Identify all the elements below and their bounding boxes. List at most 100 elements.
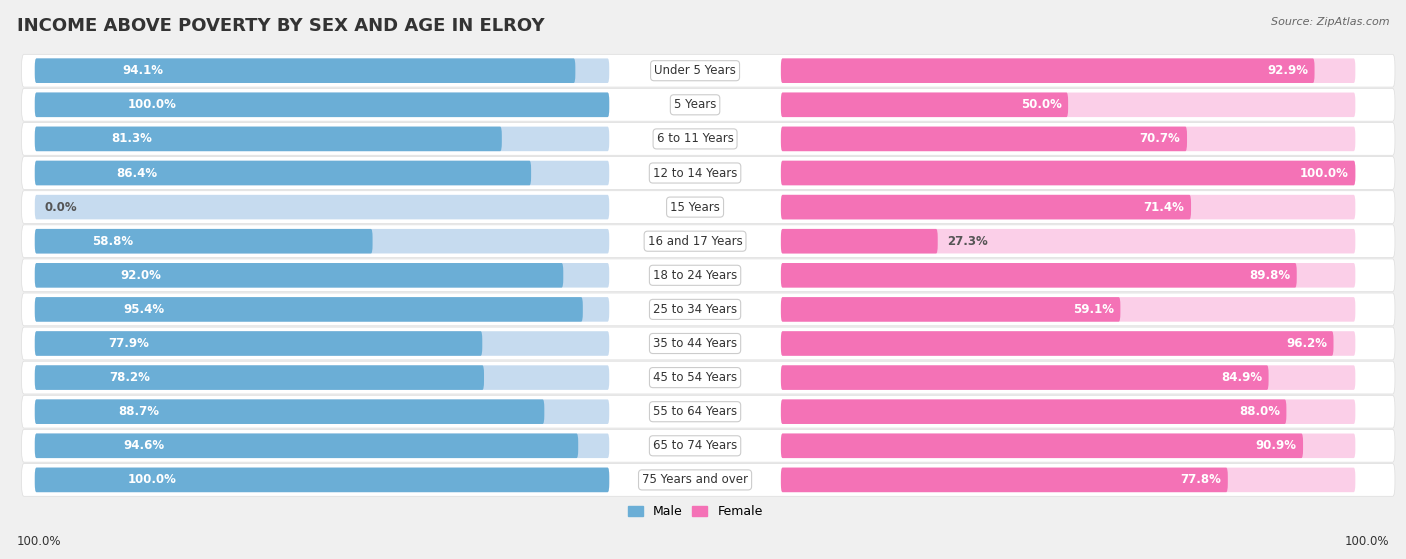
- FancyBboxPatch shape: [35, 297, 583, 321]
- FancyBboxPatch shape: [21, 259, 1395, 292]
- Text: 70.7%: 70.7%: [1140, 132, 1181, 145]
- FancyBboxPatch shape: [35, 229, 609, 253]
- FancyBboxPatch shape: [780, 229, 1355, 253]
- FancyBboxPatch shape: [21, 88, 1395, 121]
- FancyBboxPatch shape: [780, 127, 1355, 151]
- FancyBboxPatch shape: [780, 161, 1355, 185]
- Text: 100.0%: 100.0%: [128, 473, 176, 486]
- Text: 94.1%: 94.1%: [122, 64, 163, 77]
- FancyBboxPatch shape: [35, 59, 575, 83]
- Text: 100.0%: 100.0%: [1344, 535, 1389, 548]
- FancyBboxPatch shape: [780, 195, 1355, 219]
- Text: 77.9%: 77.9%: [108, 337, 149, 350]
- FancyBboxPatch shape: [780, 331, 1355, 356]
- FancyBboxPatch shape: [780, 434, 1303, 458]
- FancyBboxPatch shape: [780, 434, 1355, 458]
- FancyBboxPatch shape: [21, 157, 1395, 190]
- FancyBboxPatch shape: [780, 297, 1355, 321]
- Text: 16 and 17 Years: 16 and 17 Years: [648, 235, 742, 248]
- FancyBboxPatch shape: [35, 468, 609, 492]
- FancyBboxPatch shape: [780, 400, 1286, 424]
- FancyBboxPatch shape: [780, 366, 1355, 390]
- Text: INCOME ABOVE POVERTY BY SEX AND AGE IN ELROY: INCOME ABOVE POVERTY BY SEX AND AGE IN E…: [17, 17, 544, 35]
- Text: 35 to 44 Years: 35 to 44 Years: [652, 337, 737, 350]
- Text: 25 to 34 Years: 25 to 34 Years: [652, 303, 737, 316]
- FancyBboxPatch shape: [21, 54, 1395, 87]
- Text: 92.0%: 92.0%: [121, 269, 162, 282]
- Text: 100.0%: 100.0%: [17, 535, 62, 548]
- FancyBboxPatch shape: [35, 161, 531, 185]
- Text: 88.7%: 88.7%: [118, 405, 159, 418]
- FancyBboxPatch shape: [21, 225, 1395, 258]
- FancyBboxPatch shape: [21, 122, 1395, 155]
- FancyBboxPatch shape: [780, 263, 1355, 287]
- FancyBboxPatch shape: [780, 297, 1121, 321]
- Text: Source: ZipAtlas.com: Source: ZipAtlas.com: [1271, 17, 1389, 27]
- Text: 84.9%: 84.9%: [1220, 371, 1263, 384]
- FancyBboxPatch shape: [780, 468, 1227, 492]
- FancyBboxPatch shape: [780, 59, 1315, 83]
- FancyBboxPatch shape: [35, 195, 609, 219]
- FancyBboxPatch shape: [21, 191, 1395, 224]
- FancyBboxPatch shape: [35, 229, 373, 253]
- FancyBboxPatch shape: [21, 463, 1395, 496]
- FancyBboxPatch shape: [35, 93, 609, 117]
- FancyBboxPatch shape: [780, 195, 1191, 219]
- Text: 81.3%: 81.3%: [111, 132, 152, 145]
- Text: 94.6%: 94.6%: [122, 439, 165, 452]
- Legend: Male, Female: Male, Female: [623, 500, 768, 523]
- FancyBboxPatch shape: [35, 263, 609, 287]
- FancyBboxPatch shape: [35, 468, 609, 492]
- Text: 90.9%: 90.9%: [1256, 439, 1296, 452]
- Text: 18 to 24 Years: 18 to 24 Years: [652, 269, 737, 282]
- Text: 89.8%: 89.8%: [1249, 269, 1291, 282]
- Text: Under 5 Years: Under 5 Years: [654, 64, 735, 77]
- Text: 86.4%: 86.4%: [115, 167, 157, 179]
- FancyBboxPatch shape: [35, 331, 482, 356]
- Text: 5 Years: 5 Years: [673, 98, 716, 111]
- Text: 50.0%: 50.0%: [1021, 98, 1062, 111]
- Text: 96.2%: 96.2%: [1286, 337, 1327, 350]
- FancyBboxPatch shape: [780, 366, 1268, 390]
- FancyBboxPatch shape: [780, 468, 1355, 492]
- FancyBboxPatch shape: [21, 293, 1395, 326]
- FancyBboxPatch shape: [35, 297, 609, 321]
- FancyBboxPatch shape: [21, 395, 1395, 428]
- Text: 65 to 74 Years: 65 to 74 Years: [652, 439, 737, 452]
- Text: 100.0%: 100.0%: [1299, 167, 1348, 179]
- Text: 12 to 14 Years: 12 to 14 Years: [652, 167, 737, 179]
- FancyBboxPatch shape: [780, 59, 1355, 83]
- FancyBboxPatch shape: [780, 400, 1355, 424]
- FancyBboxPatch shape: [780, 93, 1069, 117]
- Text: 71.4%: 71.4%: [1143, 201, 1184, 214]
- FancyBboxPatch shape: [35, 366, 609, 390]
- FancyBboxPatch shape: [780, 263, 1296, 287]
- FancyBboxPatch shape: [35, 93, 609, 117]
- FancyBboxPatch shape: [35, 161, 609, 185]
- FancyBboxPatch shape: [35, 366, 484, 390]
- Text: 6 to 11 Years: 6 to 11 Years: [657, 132, 734, 145]
- Text: 59.1%: 59.1%: [1073, 303, 1114, 316]
- FancyBboxPatch shape: [35, 331, 609, 356]
- Text: 45 to 54 Years: 45 to 54 Years: [652, 371, 737, 384]
- Text: 55 to 64 Years: 55 to 64 Years: [652, 405, 737, 418]
- FancyBboxPatch shape: [35, 434, 578, 458]
- Text: 100.0%: 100.0%: [128, 98, 176, 111]
- Text: 0.0%: 0.0%: [45, 201, 77, 214]
- FancyBboxPatch shape: [35, 59, 609, 83]
- Text: 77.8%: 77.8%: [1180, 473, 1222, 486]
- FancyBboxPatch shape: [35, 127, 609, 151]
- FancyBboxPatch shape: [35, 127, 502, 151]
- Text: 58.8%: 58.8%: [91, 235, 134, 248]
- Text: 88.0%: 88.0%: [1239, 405, 1279, 418]
- FancyBboxPatch shape: [21, 429, 1395, 462]
- FancyBboxPatch shape: [780, 93, 1355, 117]
- Text: 15 Years: 15 Years: [671, 201, 720, 214]
- FancyBboxPatch shape: [35, 400, 544, 424]
- Text: 75 Years and over: 75 Years and over: [643, 473, 748, 486]
- Text: 92.9%: 92.9%: [1267, 64, 1308, 77]
- FancyBboxPatch shape: [35, 400, 609, 424]
- FancyBboxPatch shape: [21, 361, 1395, 394]
- FancyBboxPatch shape: [780, 127, 1187, 151]
- FancyBboxPatch shape: [21, 327, 1395, 360]
